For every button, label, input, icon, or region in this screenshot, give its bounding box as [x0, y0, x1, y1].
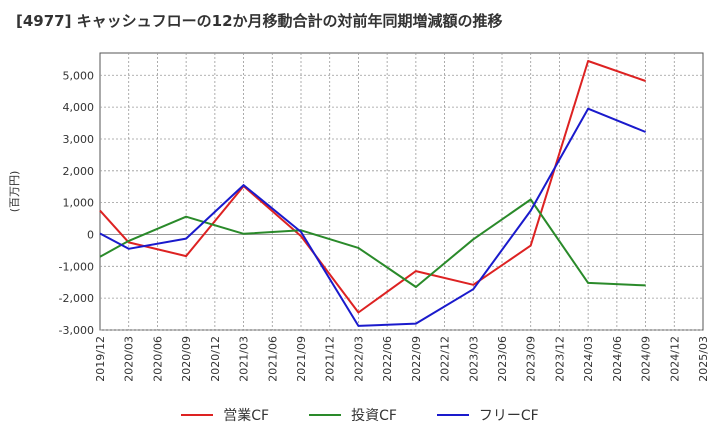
x-tick-label: 2023/12 — [553, 336, 566, 382]
x-tick-label: 2020/09 — [180, 336, 193, 382]
y-tick-label: 2,000 — [63, 165, 95, 178]
x-tick-label: 2020/03 — [123, 336, 136, 382]
y-tick-label: -2,000 — [59, 292, 94, 305]
x-tick-label: 2023/06 — [496, 336, 509, 382]
series-line-3 — [99, 107, 646, 327]
legend: 営業CF 投資CF フリーCF — [0, 405, 720, 425]
y-tick-label: 3,000 — [63, 133, 95, 146]
y-tick-label: -1,000 — [59, 260, 94, 273]
legend-label: フリーCF — [478, 408, 539, 424]
x-tick-label: 2021/09 — [295, 336, 308, 382]
y-tick-label: 4,000 — [63, 101, 95, 114]
y-tick-label: -3,000 — [59, 324, 94, 337]
x-tick-label: 2020/12 — [209, 336, 222, 382]
x-tick-label: 2023/09 — [525, 336, 538, 382]
x-tick-label: 2025/03 — [697, 336, 710, 382]
legend-label: 営業CF — [223, 408, 270, 424]
x-tick-label: 2024/03 — [582, 336, 595, 382]
x-tick-label: 2021/06 — [266, 336, 279, 382]
legend-item-3: フリーCF — [436, 405, 539, 425]
x-tick-label: 2022/06 — [381, 336, 394, 382]
y-tick-label: 1,000 — [63, 197, 95, 210]
y-tick-label: 0 — [87, 228, 94, 241]
x-tick-label: 2024/09 — [640, 336, 653, 382]
legend-swatch — [436, 414, 469, 416]
legend-swatch — [181, 414, 214, 416]
x-tick-label: 2021/12 — [324, 336, 337, 382]
series-line-1 — [99, 60, 646, 314]
legend-swatch — [309, 414, 342, 416]
x-tick-label: 2021/03 — [238, 336, 251, 382]
y-axis-label: (百万円) — [8, 171, 21, 213]
plot-area — [99, 52, 704, 331]
x-tick-label: 2019/12 — [94, 336, 107, 382]
legend-item-2: 投資CF — [309, 405, 397, 425]
x-tick-label: 2020/06 — [151, 336, 164, 382]
x-tick-label: 2022/03 — [352, 336, 365, 382]
x-tick-label: 2024/12 — [668, 336, 681, 382]
x-tick-label: 2024/06 — [611, 336, 624, 382]
x-tick-label: 2023/03 — [467, 336, 480, 382]
y-tick-label: 5,000 — [63, 69, 95, 82]
x-tick-label: 2022/12 — [439, 336, 452, 382]
chart-title: [4977] キャッシュフローの12か月移動合計の対前年同期増減額の推移 — [16, 12, 503, 30]
legend-label: 投資CF — [351, 408, 397, 424]
series-line-2 — [99, 198, 646, 288]
legend-item-1: 営業CF — [181, 405, 269, 425]
x-tick-label: 2022/09 — [410, 336, 423, 382]
